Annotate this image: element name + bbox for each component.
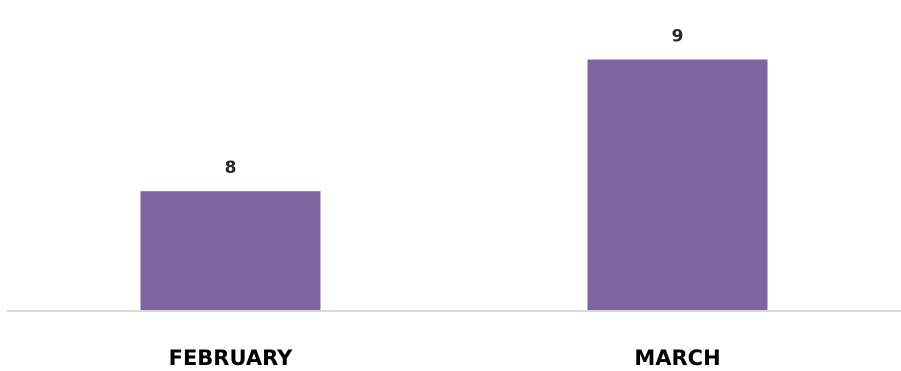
data-label-march: 9 <box>672 27 684 47</box>
bar-march <box>587 59 768 311</box>
data-labels-group: 89 <box>225 27 684 179</box>
bars-group <box>140 59 768 311</box>
category-labels-group: FEBRUARY MARCH <box>169 346 721 370</box>
category-label-march: MARCH <box>634 346 720 370</box>
data-label-february: 8 <box>225 158 237 178</box>
category-label-february: FEBRUARY <box>169 346 294 370</box>
bar-february <box>140 191 321 311</box>
